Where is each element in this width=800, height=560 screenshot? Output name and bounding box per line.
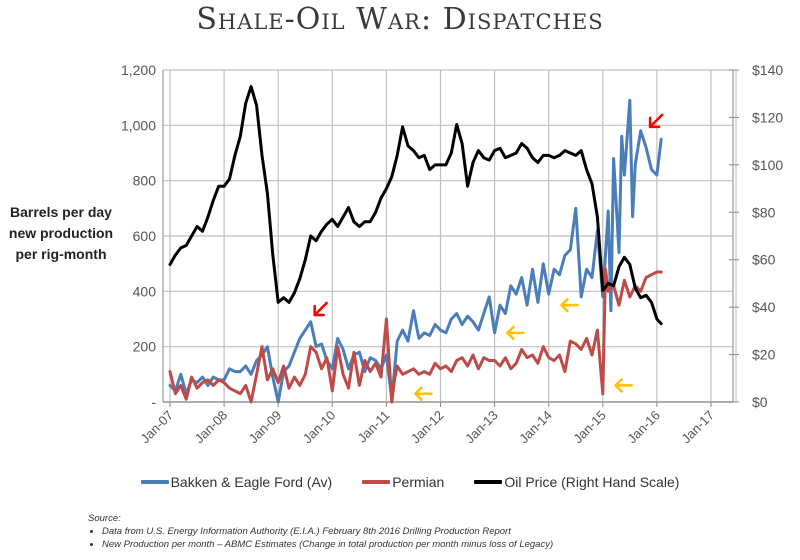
right-y-tick-label: $40 — [752, 299, 776, 315]
right-y-tick-label: $20 — [752, 347, 776, 363]
source-heading: Source: — [88, 513, 121, 524]
left-y-tick-label: 400 — [133, 283, 157, 299]
yellow-arrow-annotation — [414, 386, 433, 401]
legend-item-oil-price: Oil Price (Right Hand Scale) — [474, 474, 679, 490]
right-y-tick-label: $60 — [752, 252, 776, 268]
arrow-head — [506, 325, 515, 341]
annotations — [313, 113, 664, 401]
left-y-tick-label: 800 — [133, 173, 157, 189]
left-axis-label-line: Barrels per day — [10, 204, 112, 220]
grid — [162, 69, 737, 407]
chart-svg: - 200 400 600 800 1,000 1,200 $0 $20 $40 $60 $80 $1… — [121, 62, 783, 447]
series-line-oil-price-right-hand-scale — [168, 85, 663, 326]
legend-swatch-permian — [362, 480, 391, 484]
left-axis-label-line: per rig-month — [15, 246, 107, 262]
arrow-head — [560, 297, 569, 313]
arrow-shaft — [313, 301, 328, 317]
left-axis-label-line: new production — [8, 225, 114, 241]
left-y-tick-label: 200 — [133, 339, 157, 355]
arrow-head — [648, 116, 661, 129]
right-y-tick-label: $120 — [752, 109, 783, 125]
arrow-head — [414, 386, 423, 401]
series-line-permian — [168, 267, 663, 404]
right-y-tick-label: $0 — [752, 394, 768, 410]
legend-item-bakken: Bakken & Eagle Ford (Av) — [140, 474, 333, 490]
legend-label: Bakken & Eagle Ford (Av) — [170, 474, 333, 490]
x-tick-label: Jan-09 — [246, 408, 285, 447]
chart-title: Shale-Oil War: Dispatches — [196, 2, 604, 37]
yellow-arrow-annotation — [614, 378, 633, 393]
left-y-tick-label: 1,200 — [121, 62, 156, 78]
right-y-tick-label: $100 — [752, 157, 783, 173]
left-axis-label: Barrels per day new production per rig-m… — [0, 202, 122, 265]
legend-swatch-oil-price — [474, 480, 503, 484]
legend-label: Oil Price (Right Hand Scale) — [504, 474, 680, 490]
x-tick-label: Jan-12 — [408, 408, 447, 447]
left-y-tick-label: - — [151, 394, 156, 410]
x-tick-label: Jan-07 — [137, 408, 176, 447]
source-bullet: Data from U.S. Energy Information Author… — [102, 525, 553, 538]
legend-item-permian: Permian — [362, 474, 444, 490]
series-group — [168, 85, 663, 404]
left-y-axis: - 200 400 600 800 1,000 1,200 — [121, 62, 156, 410]
legend-swatch-bakken — [140, 480, 169, 484]
left-y-tick-label: 1,000 — [121, 117, 156, 133]
x-tick-label: Jan-13 — [462, 408, 501, 447]
x-axis: Jan-07 Jan-08 Jan-09 Jan-10 Jan-11 Jan-12 Jan-… — [137, 408, 717, 447]
right-y-tick-label: $140 — [752, 62, 783, 78]
arrow-shaft — [648, 113, 664, 129]
x-tick-label: Jan-08 — [192, 408, 231, 447]
right-y-axis: $0 $20 $40 $60 $80 $100 $120 $140 — [729, 62, 783, 410]
x-tick-label: Jan-17 — [678, 408, 717, 447]
source-note: Source: Data from U.S. Energy Informatio… — [88, 512, 553, 551]
red-arrow-annotation — [313, 301, 328, 317]
right-y-tick-label: $80 — [752, 204, 776, 220]
arrow-head — [614, 378, 623, 393]
red-arrow-annotation — [648, 113, 664, 129]
yellow-arrow-annotation — [506, 325, 525, 341]
x-tick-label: Jan-11 — [354, 408, 392, 446]
source-bullet: New Production per month – ABMC Estimate… — [102, 538, 553, 551]
x-tick-label: Jan-14 — [516, 408, 555, 447]
left-y-tick-label: 600 — [133, 228, 157, 244]
legend-label: Permian — [392, 474, 445, 490]
x-tick-label: Jan-16 — [624, 408, 663, 447]
yellow-arrow-annotation — [560, 297, 579, 313]
x-tick-label: Jan-10 — [300, 408, 339, 447]
legend: Bakken & Eagle Ford (Av) Permian Oil Pri… — [70, 474, 750, 490]
x-tick-label: Jan-15 — [570, 408, 609, 447]
series-line-bakken-eagle-ford-av — [168, 98, 663, 404]
arrow-head — [313, 304, 325, 317]
